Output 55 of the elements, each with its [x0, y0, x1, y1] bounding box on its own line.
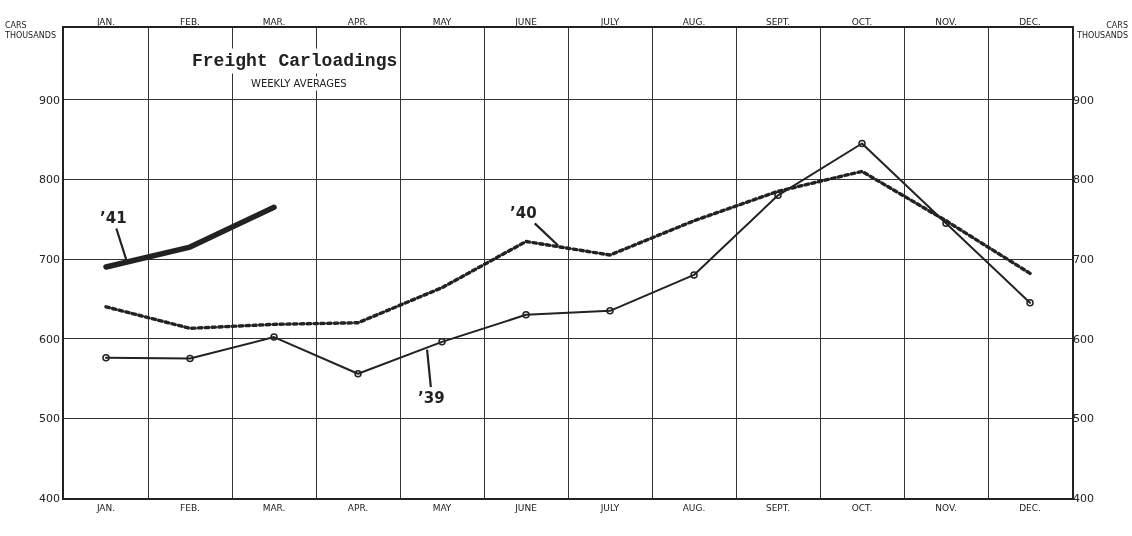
y2-tick-label: 600 — [1073, 332, 1094, 346]
text: WEEKLY AVERAGES — [251, 78, 347, 89]
x-tick-label: DEC. — [1019, 17, 1041, 28]
point — [102, 354, 110, 362]
y2-tick-label: 900 — [1073, 93, 1094, 107]
x-tick-label: APR. — [347, 17, 369, 28]
text: Freight Carloadings — [192, 51, 398, 71]
x-tick-label: OCT. — [851, 17, 873, 28]
y-tick-label: 800 — [39, 173, 61, 187]
category-label: NOV. — [935, 502, 957, 513]
x-tick-label: AUG. — [682, 17, 706, 28]
text: ’39 — [418, 389, 445, 407]
category-label: JUNE — [515, 502, 537, 513]
point — [858, 139, 866, 148]
point — [438, 338, 446, 346]
point — [690, 271, 698, 279]
x-tick-label: MAR. — [262, 17, 286, 28]
point — [186, 354, 194, 363]
text: ’41 — [100, 209, 127, 227]
series-label: ’40 — [510, 204, 537, 222]
category-label: APR. — [347, 502, 369, 513]
x-tick-label: NOV. — [935, 17, 957, 28]
point — [774, 191, 782, 200]
x-tick-label: JULY — [599, 17, 620, 28]
y-tick-label: 900 — [39, 93, 61, 107]
point — [1026, 299, 1034, 307]
y2-tick-label: 800 — [1073, 173, 1094, 187]
x-tick-label: SEPT. — [765, 17, 791, 28]
point — [270, 333, 278, 341]
y2-tick-label: 500 — [1073, 412, 1094, 426]
category-label: FEB. — [180, 502, 200, 513]
x-tick-label: FEB. — [180, 17, 200, 28]
x-tick-label: MAY — [432, 17, 452, 28]
point — [522, 311, 530, 319]
category-label: OCT. — [851, 502, 873, 513]
category-label: JULY — [600, 502, 620, 513]
x-tick-label: JUNE — [514, 17, 538, 28]
y2-tick-label: 400 — [1073, 491, 1094, 505]
category-label: AUG. — [682, 502, 706, 513]
point — [942, 219, 950, 227]
category-label: MAR. — [262, 502, 286, 513]
y-tick-label: 600 — [39, 332, 61, 346]
y2-axis-title: CARS THOUSANDS — [1076, 21, 1128, 41]
point — [606, 307, 614, 315]
x-tick-label: JAN. — [95, 17, 116, 28]
category-label: DEC. — [1019, 502, 1041, 513]
y2-tick-label: 700 — [1073, 252, 1094, 266]
y-tick-label: 400 — [39, 491, 61, 505]
category-label: MAY — [432, 502, 452, 513]
y-axis-title: CARS THOUSANDS — [4, 21, 56, 41]
category-label: JAN. — [96, 502, 116, 513]
y-tick-label: 700 — [39, 252, 61, 266]
category-label: SEPT. — [765, 502, 791, 513]
y-tick-label: 500 — [39, 412, 61, 426]
point — [354, 369, 362, 378]
